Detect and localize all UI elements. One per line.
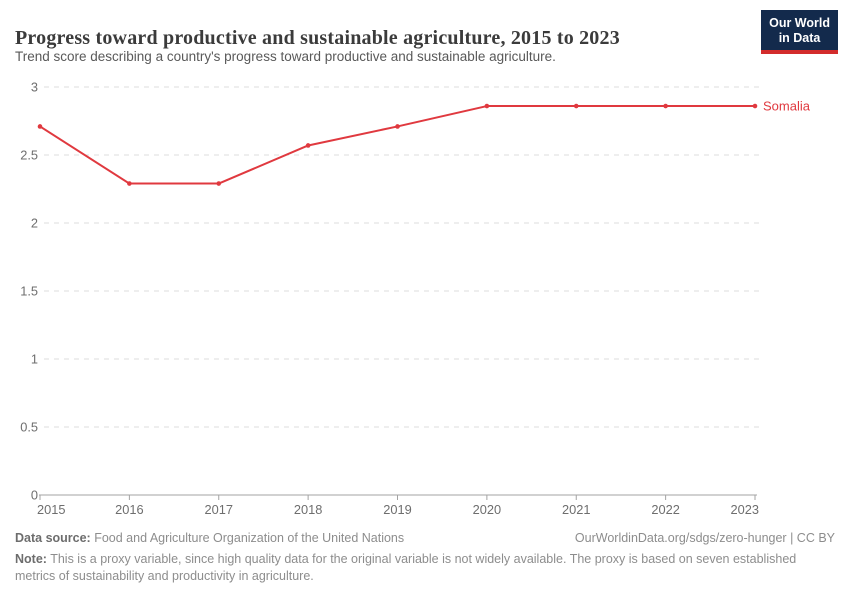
x-axis-tick-label: 2022 bbox=[651, 502, 679, 517]
data-point-marker[interactable] bbox=[127, 181, 132, 186]
x-axis-tick-label: 2017 bbox=[205, 502, 233, 517]
chart-footer: Data source: Food and Agriculture Organi… bbox=[15, 530, 835, 586]
x-axis-tick-label: 2023 bbox=[731, 502, 759, 517]
x-axis-tick-label: 2020 bbox=[473, 502, 501, 517]
y-axis-tick-label: 2.5 bbox=[20, 148, 38, 163]
page-title: Progress toward productive and sustainab… bbox=[15, 27, 620, 50]
x-axis-tick-label: 2015 bbox=[37, 502, 65, 517]
license-link[interactable]: OurWorldinData.org/sdgs/zero-hunger | CC… bbox=[574, 531, 835, 545]
data-point-marker[interactable] bbox=[573, 103, 579, 109]
data-point-marker[interactable] bbox=[484, 103, 490, 109]
data-source-text: Food and Agriculture Organization of the… bbox=[94, 531, 405, 545]
note-line: Note: This is a proxy variable, since hi… bbox=[15, 551, 815, 586]
y-axis-tick-label: 1 bbox=[31, 352, 38, 367]
y-axis-tick-label: 1.5 bbox=[20, 284, 38, 299]
y-axis-tick-label: 0 bbox=[31, 488, 38, 503]
page-subtitle: Trend score describing a country's progr… bbox=[15, 49, 556, 64]
data-source-label: Data source: bbox=[15, 531, 91, 545]
note-text: This is a proxy variable, since high qua… bbox=[15, 551, 797, 584]
y-axis-tick-label: 2 bbox=[31, 216, 38, 231]
x-axis-tick-label: 2018 bbox=[294, 502, 322, 517]
series-line[interactable] bbox=[39, 105, 755, 185]
owid-logo[interactable]: Our World in Data bbox=[761, 10, 838, 54]
x-axis-tick-label: 2016 bbox=[115, 502, 143, 517]
x-axis-tick-label: 2021 bbox=[562, 502, 590, 517]
series-end-label[interactable]: Somalia bbox=[763, 99, 811, 114]
line-chart: 0 0.5 1 1.5 2 2.5 3 2015 2016 2017 2018 2019 2020 202… bbox=[20, 80, 811, 518]
y-axis-tick-label: 0.5 bbox=[20, 420, 38, 435]
data-point-marker[interactable] bbox=[395, 124, 400, 129]
note-label: Note: bbox=[15, 551, 47, 566]
source-row: Data source: Food and Agriculture Organi… bbox=[15, 530, 835, 548]
data-point-marker[interactable] bbox=[37, 124, 43, 129]
data-point-marker[interactable] bbox=[216, 181, 222, 186]
x-axis-tick-label: 2019 bbox=[383, 502, 411, 517]
data-point-marker[interactable] bbox=[752, 103, 758, 109]
y-axis-tick-label: 3 bbox=[31, 80, 38, 95]
data-point-marker[interactable] bbox=[305, 143, 311, 148]
owid-logo-line1: Our World bbox=[769, 16, 830, 30]
owid-logo-line2: in Data bbox=[778, 31, 821, 45]
data-point-marker[interactable] bbox=[663, 103, 668, 109]
owid-logo-accent-bar bbox=[761, 50, 838, 54]
data-source-line: Data source: Food and Agriculture Organi… bbox=[15, 530, 404, 548]
